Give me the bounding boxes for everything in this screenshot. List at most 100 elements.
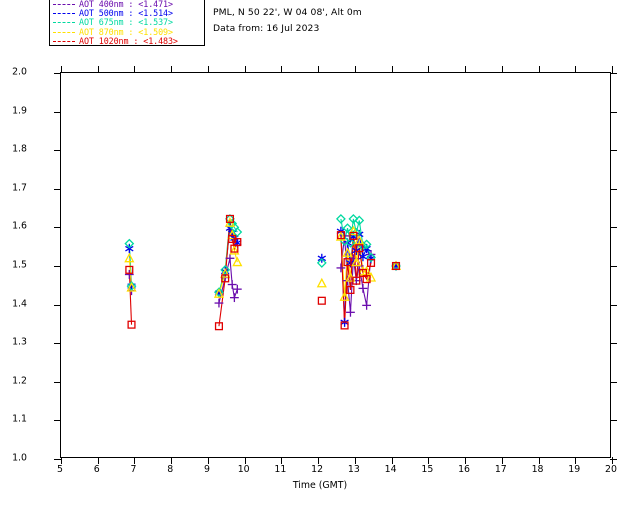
legend: AOT 400nm : <1.471> AOT 500nm : <1.514> … — [49, 0, 205, 46]
data-point — [346, 258, 355, 268]
x-axis-tick — [538, 457, 540, 464]
data-point — [391, 261, 401, 271]
data-point — [230, 244, 239, 253]
data-point — [233, 238, 242, 248]
data-point — [126, 282, 137, 292]
y-axis-tick — [54, 227, 61, 229]
data-point — [220, 273, 230, 282]
series-line — [340, 231, 372, 297]
x-axis-title: Time (GMT) — [292, 480, 348, 491]
series-line — [340, 235, 372, 326]
data-point — [348, 213, 359, 224]
data-point — [336, 263, 346, 273]
y-axis-tick-label: 1.6 — [12, 220, 27, 232]
x-axis-tick — [97, 66, 99, 73]
y-axis-tick — [54, 111, 61, 113]
data-point — [362, 244, 371, 254]
y-axis-tick-label: 1.2 — [12, 375, 27, 387]
x-axis-tick — [318, 457, 320, 464]
y-axis-tick-label: 1.4 — [12, 298, 27, 310]
x-axis-tick — [612, 457, 613, 464]
legend-label: AOT 1020nm : <1.483> — [79, 35, 178, 46]
data-point — [125, 244, 134, 254]
y-axis-tick — [54, 188, 61, 190]
y-axis-tick-label: 1.1 — [12, 413, 27, 425]
series-line — [128, 248, 133, 287]
legend-line-swatch — [53, 22, 75, 24]
data-point — [232, 256, 243, 267]
data-point — [354, 215, 365, 226]
x-axis-tick — [134, 66, 136, 73]
x-axis-tick-label: 20 — [605, 464, 617, 475]
y-axis-tick — [610, 381, 617, 383]
data-point — [361, 265, 372, 276]
x-axis-tick-label: 12 — [311, 464, 324, 475]
data-point — [391, 261, 401, 271]
data-point — [124, 238, 135, 249]
data-point — [362, 300, 372, 310]
data-point — [340, 321, 349, 330]
data-point — [224, 217, 236, 227]
data-point — [229, 293, 239, 303]
x-axis-tick-label: 13 — [347, 464, 360, 475]
data-point — [342, 247, 353, 257]
data-point — [317, 253, 327, 263]
data-point — [229, 244, 240, 255]
x-axis-tick — [281, 66, 283, 73]
data-point — [349, 232, 358, 242]
y-axis-tick-label: 1.9 — [12, 105, 27, 117]
data-point — [227, 228, 237, 238]
x-axis-tick — [354, 66, 356, 73]
y-axis-tick-label: 1.3 — [12, 336, 27, 348]
series-line — [128, 269, 133, 325]
data-point — [335, 213, 346, 224]
station-info: PML, N 50 22', W 04 08', Alt 0m — [213, 7, 362, 18]
series-line — [128, 274, 133, 291]
data-point — [358, 241, 368, 251]
series-line — [218, 258, 238, 304]
x-axis-tick-label: 17 — [494, 464, 507, 475]
data-point — [351, 276, 361, 286]
x-axis-tick-label: 7 — [130, 464, 137, 475]
data-point — [366, 252, 376, 263]
data-point — [220, 268, 231, 278]
legend-line-swatch — [53, 31, 75, 33]
series-line — [218, 222, 238, 294]
data-point — [227, 280, 237, 289]
data-point — [127, 320, 136, 329]
data-point — [366, 253, 376, 263]
legend-label: AOT 500nm : <1.514> — [79, 8, 173, 19]
data-point — [316, 277, 327, 288]
y-axis-tick — [54, 381, 61, 383]
data-point — [357, 265, 369, 276]
legend-item: AOT 500nm : <1.514> — [53, 8, 202, 19]
data-point — [232, 227, 243, 237]
date-info: Data from: 16 Jul 2023 — [213, 23, 320, 34]
data-point — [336, 226, 346, 236]
x-axis-tick — [428, 66, 430, 73]
data-point — [352, 246, 361, 256]
y-axis-tick-label: 2.0 — [12, 66, 27, 78]
y-axis-tick — [610, 343, 617, 345]
series-line — [218, 226, 238, 294]
x-axis-tick — [612, 66, 613, 73]
data-point — [355, 229, 364, 239]
x-axis-tick — [171, 457, 173, 464]
y-axis-tick — [54, 73, 61, 74]
y-axis-tick — [54, 420, 61, 422]
x-axis-tick — [391, 457, 393, 464]
series-line — [340, 235, 372, 313]
x-axis-tick — [465, 457, 467, 464]
data-point — [345, 271, 356, 282]
plot-area — [54, 66, 617, 464]
series-line — [340, 231, 372, 323]
data-point — [227, 229, 238, 240]
x-axis-tick-label: 5 — [57, 464, 63, 475]
data-point — [345, 237, 356, 248]
legend-label: AOT 400nm : <1.471> — [79, 0, 173, 9]
data-point — [351, 256, 362, 267]
data-point — [339, 291, 350, 301]
data-point — [366, 250, 376, 259]
data-point — [361, 239, 372, 250]
